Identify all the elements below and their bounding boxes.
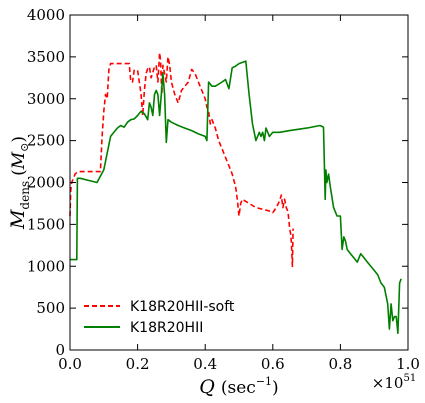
x-tick-label: 0.2	[126, 355, 150, 373]
y-tick-label: 4000	[27, 6, 65, 24]
x-axis-unit-close: )	[272, 378, 279, 398]
y-tick-label: 1000	[27, 257, 65, 275]
y-axis-unit-sub: ⊙	[18, 143, 31, 152]
x-tick-label: 0.8	[328, 355, 352, 373]
y-tick-label: 500	[36, 299, 65, 317]
x-tick-label: 0.6	[261, 355, 285, 373]
legend: K18R20HII-soft K18R20HII	[84, 299, 235, 336]
y-axis-unit: M	[9, 151, 29, 170]
y-tick-label: 2500	[27, 132, 65, 150]
y-axis-label: Mdens(M⊙)	[7, 136, 32, 230]
x-axis-symbol: Q	[199, 376, 215, 398]
y-tick-label: 3000	[27, 90, 65, 108]
x-axis-multiplier: ×1051	[372, 373, 416, 392]
x-axis-multiplier-exp: 51	[403, 373, 416, 384]
y-tick-label: 2000	[27, 174, 65, 192]
y-tick-label: 0	[55, 341, 65, 359]
legend-label-k18r20hii-soft: K18R20HII-soft	[130, 299, 235, 315]
series-line-k18r20hii-soft	[69, 51, 294, 268]
plot-area: 0.0 0.2 0.4 0.6 0.8 1.0 0 500 1000 1500 2000 2500 30…	[27, 6, 420, 373]
y-axis-unit-close: )	[9, 136, 29, 143]
x-axis-label: Q (sec−1)	[199, 375, 278, 398]
y-tick-label: 3500	[27, 48, 65, 66]
x-axis-unit-exp: −1	[256, 375, 272, 388]
x-axis-multiplier-base: ×10	[372, 374, 404, 392]
legend-label-k18r20hii: K18R20HII	[130, 320, 203, 336]
ticks-layer: 0.0 0.2 0.4 0.6 0.8 1.0 0 500 1000 1500 2000 2500 30…	[27, 6, 420, 373]
y-axis-unit-open: (	[9, 169, 29, 176]
y-tick-label: 1500	[27, 215, 65, 233]
series-layer	[69, 51, 402, 335]
x-axis-unit-open: (sec	[221, 378, 256, 398]
plot-frame	[69, 14, 409, 351]
x-tick-label: 0.4	[193, 355, 217, 373]
y-axis-symbol: M	[7, 209, 29, 230]
x-tick-label: 0.0	[58, 355, 82, 373]
x-tick-label: 1.0	[396, 355, 420, 373]
series-line-k18r20hii	[70, 60, 402, 335]
y-axis-symbol-sub: dens	[18, 181, 32, 210]
